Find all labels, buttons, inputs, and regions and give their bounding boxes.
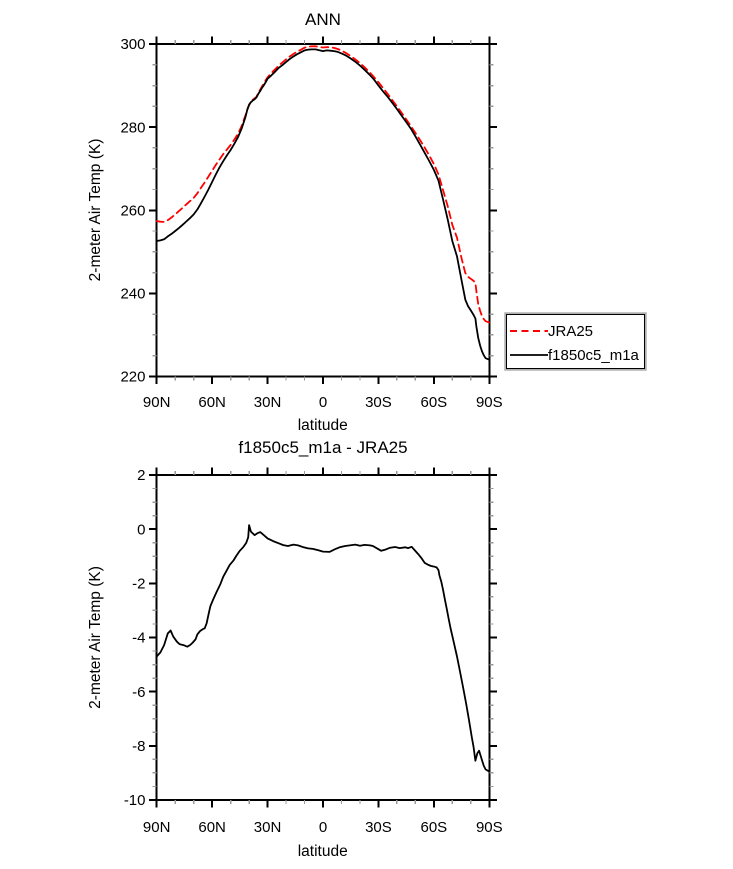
y-axis-tick-label: -10: [124, 792, 146, 809]
y-axis-tick-label: 300: [120, 36, 145, 53]
series-line-jra25: [155, 45, 491, 324]
series-line-f1850c5-m1a: [155, 48, 491, 361]
plot-frame: [155, 474, 491, 801]
top-chart-title: ANN: [305, 10, 341, 29]
y-axis-tick-label: 220: [120, 369, 145, 386]
bottom-chart-title: f1850c5_m1a - JRA25: [238, 438, 407, 457]
top-chart-ylabel: 2-meter Air Temp (K): [87, 139, 104, 282]
x-axis-tick-label: 60S: [421, 394, 448, 411]
bottom-chart-ylabel: 2-meter Air Temp (K): [87, 566, 104, 709]
x-axis-tick-label: 90S: [476, 394, 503, 411]
bottom-chart-xlabel: latitude: [298, 843, 348, 860]
y-axis-tick-label: 280: [120, 119, 145, 136]
y-axis-tick-label: 240: [120, 286, 145, 303]
legend-box-shadow: [504, 312, 647, 371]
legend-label-f1850c5-m1a: f1850c5_m1a: [548, 347, 640, 364]
legend: JRA25 f1850c5_m1a: [504, 312, 647, 371]
x-axis-tick-label: 60N: [198, 819, 226, 836]
x-axis-tick-label: 0: [319, 394, 327, 411]
x-axis-tick-label: 30S: [365, 394, 392, 411]
y-axis-tick-label: 2: [137, 467, 145, 484]
x-axis-tick-label: 30N: [254, 819, 282, 836]
y-axis-tick-label: -4: [132, 630, 145, 647]
x-axis-tick-label: 90S: [476, 819, 503, 836]
x-axis-tick-label: 30S: [365, 819, 392, 836]
legend-box: [506, 314, 645, 369]
y-axis-tick-label: 0: [137, 521, 145, 538]
x-axis-tick-label: 90N: [143, 394, 171, 411]
y-axis-tick-label: -2: [132, 576, 145, 593]
plot-frame: [155, 43, 491, 378]
y-axis-tick-label: -8: [132, 738, 145, 755]
y-axis-tick-label: 260: [120, 202, 145, 219]
y-axis-tick-label: -6: [132, 684, 145, 701]
x-axis-tick-label: 60S: [421, 819, 448, 836]
x-axis-tick-label: 30N: [254, 394, 282, 411]
x-axis-tick-label: 60N: [198, 394, 226, 411]
top-chart-plot-area: 90N 60N 30N 0 30S 60S 90S 300 280 260 240 220: [120, 36, 502, 411]
bottom-chart-plot-area: 90N 60N 30N 0 30S 60S 90S 2 0 -2 -4 -6 -8 -10: [124, 467, 503, 836]
top-chart-xlabel: latitude: [298, 417, 348, 434]
legend-label-jra25: JRA25: [548, 323, 593, 340]
x-axis-tick-label: 90N: [143, 819, 171, 836]
x-axis-tick-label: 0: [319, 819, 327, 836]
series-line-f1850c5-m1a-jra25: [155, 524, 491, 773]
